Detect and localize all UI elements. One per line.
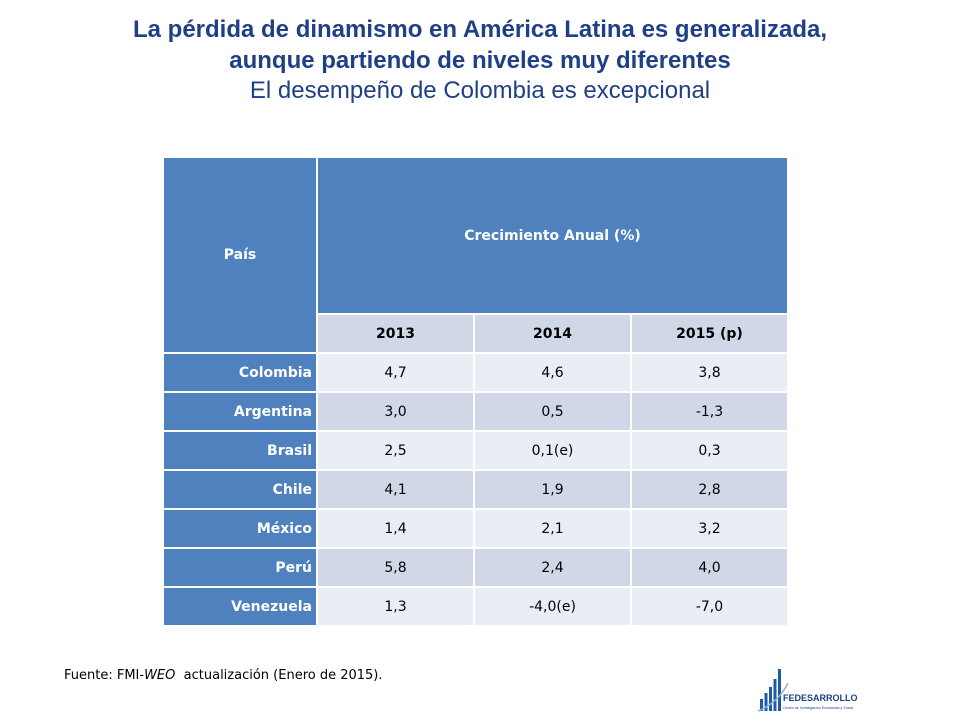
slide-title-line-1: La pérdida de dinamismo en América Latin… [132, 16, 827, 43]
source-note: Fuente: FMI-WEO actualización (Enero de … [64, 668, 383, 683]
value-cell: 1,3 [316, 586, 475, 627]
fedesarrollo-logo: FEDESARROLLO Centro de Investigación Eco… [748, 663, 858, 718]
year-header-2015: 2015 (p) [630, 313, 789, 354]
growth-group-header: Crecimiento Anual (%) [316, 156, 789, 315]
table-row: Argentina 3,0 0,5 -1,3 [162, 391, 789, 432]
fedesarrollo-logo-mark: FEDESARROLLO Centro de Investigación Eco… [757, 669, 858, 712]
year-header-2014: 2014 [473, 313, 632, 354]
value-cell: 0,3 [630, 430, 789, 471]
slide-title-line-2: aunque partiendo de niveles muy diferent… [229, 47, 731, 74]
value-cell: 3,0 [316, 391, 475, 432]
value-cell: -4,0(e) [473, 586, 632, 627]
country-cell: Chile [162, 469, 318, 510]
value-cell: 3,2 [630, 508, 789, 549]
value-cell: 0,1(e) [473, 430, 632, 471]
country-cell: Venezuela [162, 586, 318, 627]
value-cell: 4,6 [473, 352, 632, 393]
slide-subtitle: El desempeño de Colombia es excepcional [249, 77, 711, 104]
value-cell: 2,4 [473, 547, 632, 588]
value-cell: 2,5 [316, 430, 475, 471]
country-cell: Brasil [162, 430, 318, 471]
value-cell: 0,5 [473, 391, 632, 432]
value-cell: -7,0 [630, 586, 789, 627]
value-cell: 3,8 [630, 352, 789, 393]
country-cell: México [162, 508, 318, 549]
value-cell: 2,1 [473, 508, 632, 549]
year-header-row: 2013 2014 2015 (p) [163, 313, 789, 354]
table-row: México 1,4 2,1 3,2 [162, 508, 789, 549]
source-italic: WEO [144, 668, 176, 683]
value-cell: 1,9 [473, 469, 632, 510]
year-header-2013: 2013 [316, 313, 475, 354]
table-header-row: País Crecimiento Anual (%) [162, 156, 789, 354]
value-cell: -1,3 [630, 391, 789, 432]
country-cell: Perú [162, 547, 318, 588]
value-cell: 5,8 [316, 547, 475, 588]
value-cell: 1,4 [316, 508, 475, 549]
svg-text:FEDESARROLLO: FEDESARROLLO [783, 693, 858, 703]
svg-text:Centro de Investigación Económ: Centro de Investigación Económica y Soci… [783, 706, 853, 710]
source-prefix: Fuente: FMI- [64, 668, 145, 683]
slide-title-block: La pérdida de dinamismo en América Latin… [0, 14, 960, 106]
table-row: Venezuela 1,3 -4,0(e) -7,0 [162, 586, 789, 627]
table-row: Chile 4,1 1,9 2,8 [162, 469, 789, 510]
value-cell: 4,7 [316, 352, 475, 393]
value-cell: 2,8 [630, 469, 789, 510]
table-row: Perú 5,8 2,4 4,0 [162, 547, 789, 588]
country-cell: Colombia [162, 352, 318, 393]
table-row: Colombia 4,7 4,6 3,8 [162, 352, 789, 393]
country-cell: Argentina [162, 391, 318, 432]
country-column-header: País [162, 156, 318, 354]
growth-table: País Crecimiento Anual (%) 2013 2014 201… [162, 156, 789, 627]
value-cell: 4,1 [316, 469, 475, 510]
source-suffix: actualización (Enero de 2015). [175, 668, 383, 683]
table-row: Brasil 2,5 0,1(e) 0,3 [162, 430, 789, 471]
value-cell: 4,0 [630, 547, 789, 588]
